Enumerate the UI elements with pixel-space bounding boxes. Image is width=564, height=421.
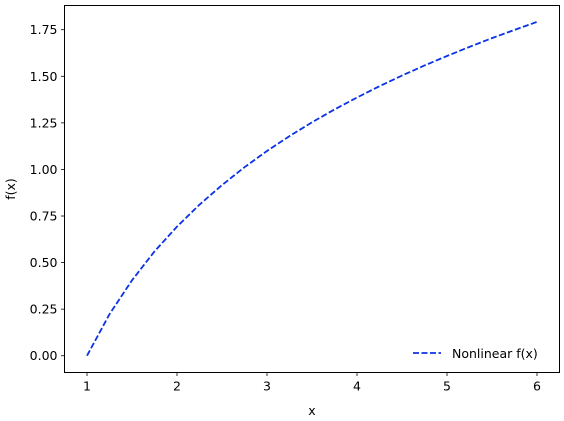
x-tick-label: 2 — [173, 379, 181, 394]
y-tick-label: 0.50 — [30, 255, 58, 270]
x-tick-label: 1 — [83, 379, 91, 394]
y-axis-label: f(x) — [3, 178, 18, 200]
y-axis-ticks: 0.00 0.25 0.50 0.75 1.00 1.25 1.50 1.75 — [30, 22, 65, 363]
legend: Nonlinear f(x) — [413, 346, 538, 361]
series-line — [86, 21, 538, 357]
y-tick-label: 0.25 — [30, 302, 58, 317]
y-tick-label: 0.75 — [30, 209, 58, 224]
x-axis-label: x — [308, 403, 315, 418]
x-axis-ticks: 1 2 3 4 5 6 — [83, 372, 541, 394]
y-tick-label: 1.00 — [30, 162, 58, 177]
y-tick-label: 1.25 — [30, 115, 58, 130]
y-tick-label: 1.50 — [30, 69, 58, 84]
y-tick-label: 1.75 — [30, 22, 58, 37]
plot-frame — [64, 5, 560, 373]
x-tick-label: 6 — [533, 379, 541, 394]
x-tick-label: 5 — [443, 379, 451, 394]
series-layer — [86, 21, 538, 357]
x-tick-label: 3 — [263, 379, 271, 394]
y-tick-label: 0.00 — [30, 348, 58, 363]
x-tick-label: 4 — [353, 379, 361, 394]
legend-label: Nonlinear f(x) — [452, 346, 538, 361]
